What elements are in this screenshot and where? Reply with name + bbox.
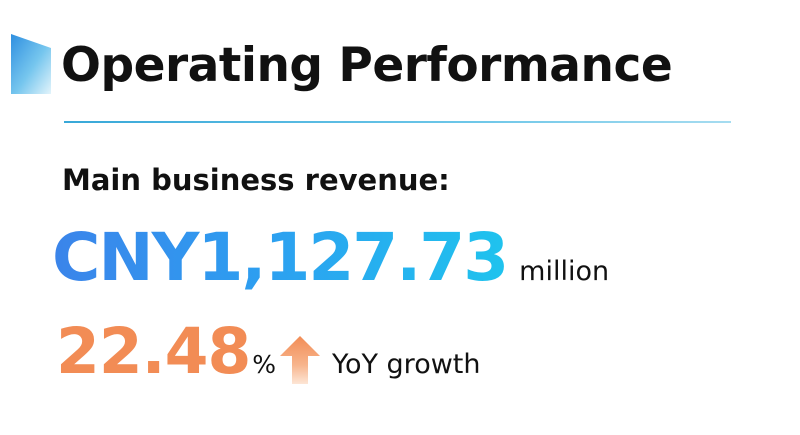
growth-label: YoY growth (332, 349, 481, 380)
up-arrow-icon (280, 336, 321, 384)
revenue-unit: million (519, 256, 610, 287)
growth-value: 22.48 (56, 315, 251, 388)
flag-icon (11, 34, 51, 94)
growth-row: 22.48 % YoY growth (56, 312, 481, 392)
revenue-value: CNY1,127.73 (52, 212, 509, 304)
page-title: Operating Performance (61, 38, 673, 93)
growth-percent-sign: % (252, 350, 277, 379)
revenue-row: CNY1,127.73 million (52, 212, 609, 304)
metric-label: Main business revenue: (62, 163, 450, 197)
title-divider (64, 121, 731, 123)
